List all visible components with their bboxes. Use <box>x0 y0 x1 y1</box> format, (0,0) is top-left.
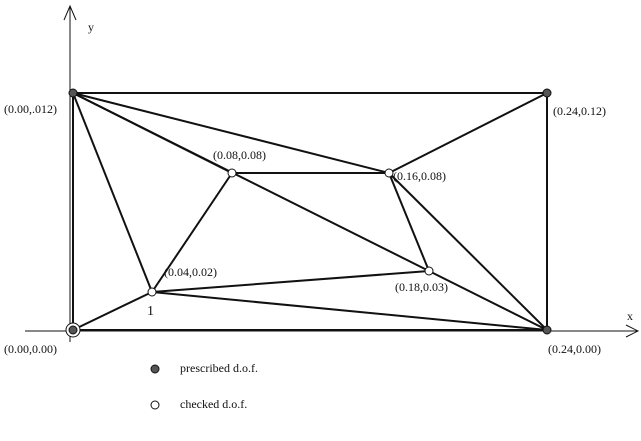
edge <box>388 172 548 331</box>
checked-node <box>424 266 434 276</box>
x-label: x <box>627 309 633 323</box>
edge <box>151 270 430 293</box>
node-label: (0.08,0.08) <box>213 148 266 162</box>
prescribed-node <box>68 325 78 335</box>
edge <box>428 270 548 331</box>
node-label: (0.16,0.08) <box>393 169 446 183</box>
node-label: (0.00,.012) <box>4 102 57 116</box>
edge <box>151 291 548 331</box>
prescribed-node <box>542 325 552 335</box>
edge <box>72 92 153 293</box>
legend-label: prescribed d.o.f. <box>180 361 258 375</box>
checked-node <box>227 168 237 178</box>
boundary <box>72 92 548 331</box>
legend-label: checked d.o.f. <box>180 397 247 411</box>
x-arrow <box>625 324 640 338</box>
edge <box>72 92 430 272</box>
edges <box>72 92 548 331</box>
prescribed-node <box>68 88 78 98</box>
nodes <box>65 88 552 338</box>
legend-symbol <box>150 364 160 374</box>
node-label: (0.24,0.12) <box>553 104 606 118</box>
node-label: (0.24,0.00) <box>548 342 601 356</box>
edge <box>388 92 548 174</box>
node-label: (0.18,0.03) <box>395 280 448 294</box>
legend: prescribed d.o.f. checked d.o.f. <box>150 361 258 411</box>
checked-node <box>147 287 157 297</box>
y-arrow <box>63 4 77 21</box>
node-number: 1 <box>147 304 154 319</box>
node-labels: (0.00,.012) (0.24,0.12) (0.08,0.08) (0.1… <box>4 102 606 356</box>
node-label: (0.00,0.00) <box>4 342 57 356</box>
edge <box>72 92 390 174</box>
node-label: (0.04,0.02) <box>164 265 217 279</box>
legend-symbol <box>150 400 160 410</box>
y-label: y <box>88 20 94 34</box>
prescribed-node <box>542 88 552 98</box>
edge <box>388 172 430 272</box>
checked-node <box>384 168 394 178</box>
edge <box>72 291 153 331</box>
edge <box>151 172 233 293</box>
